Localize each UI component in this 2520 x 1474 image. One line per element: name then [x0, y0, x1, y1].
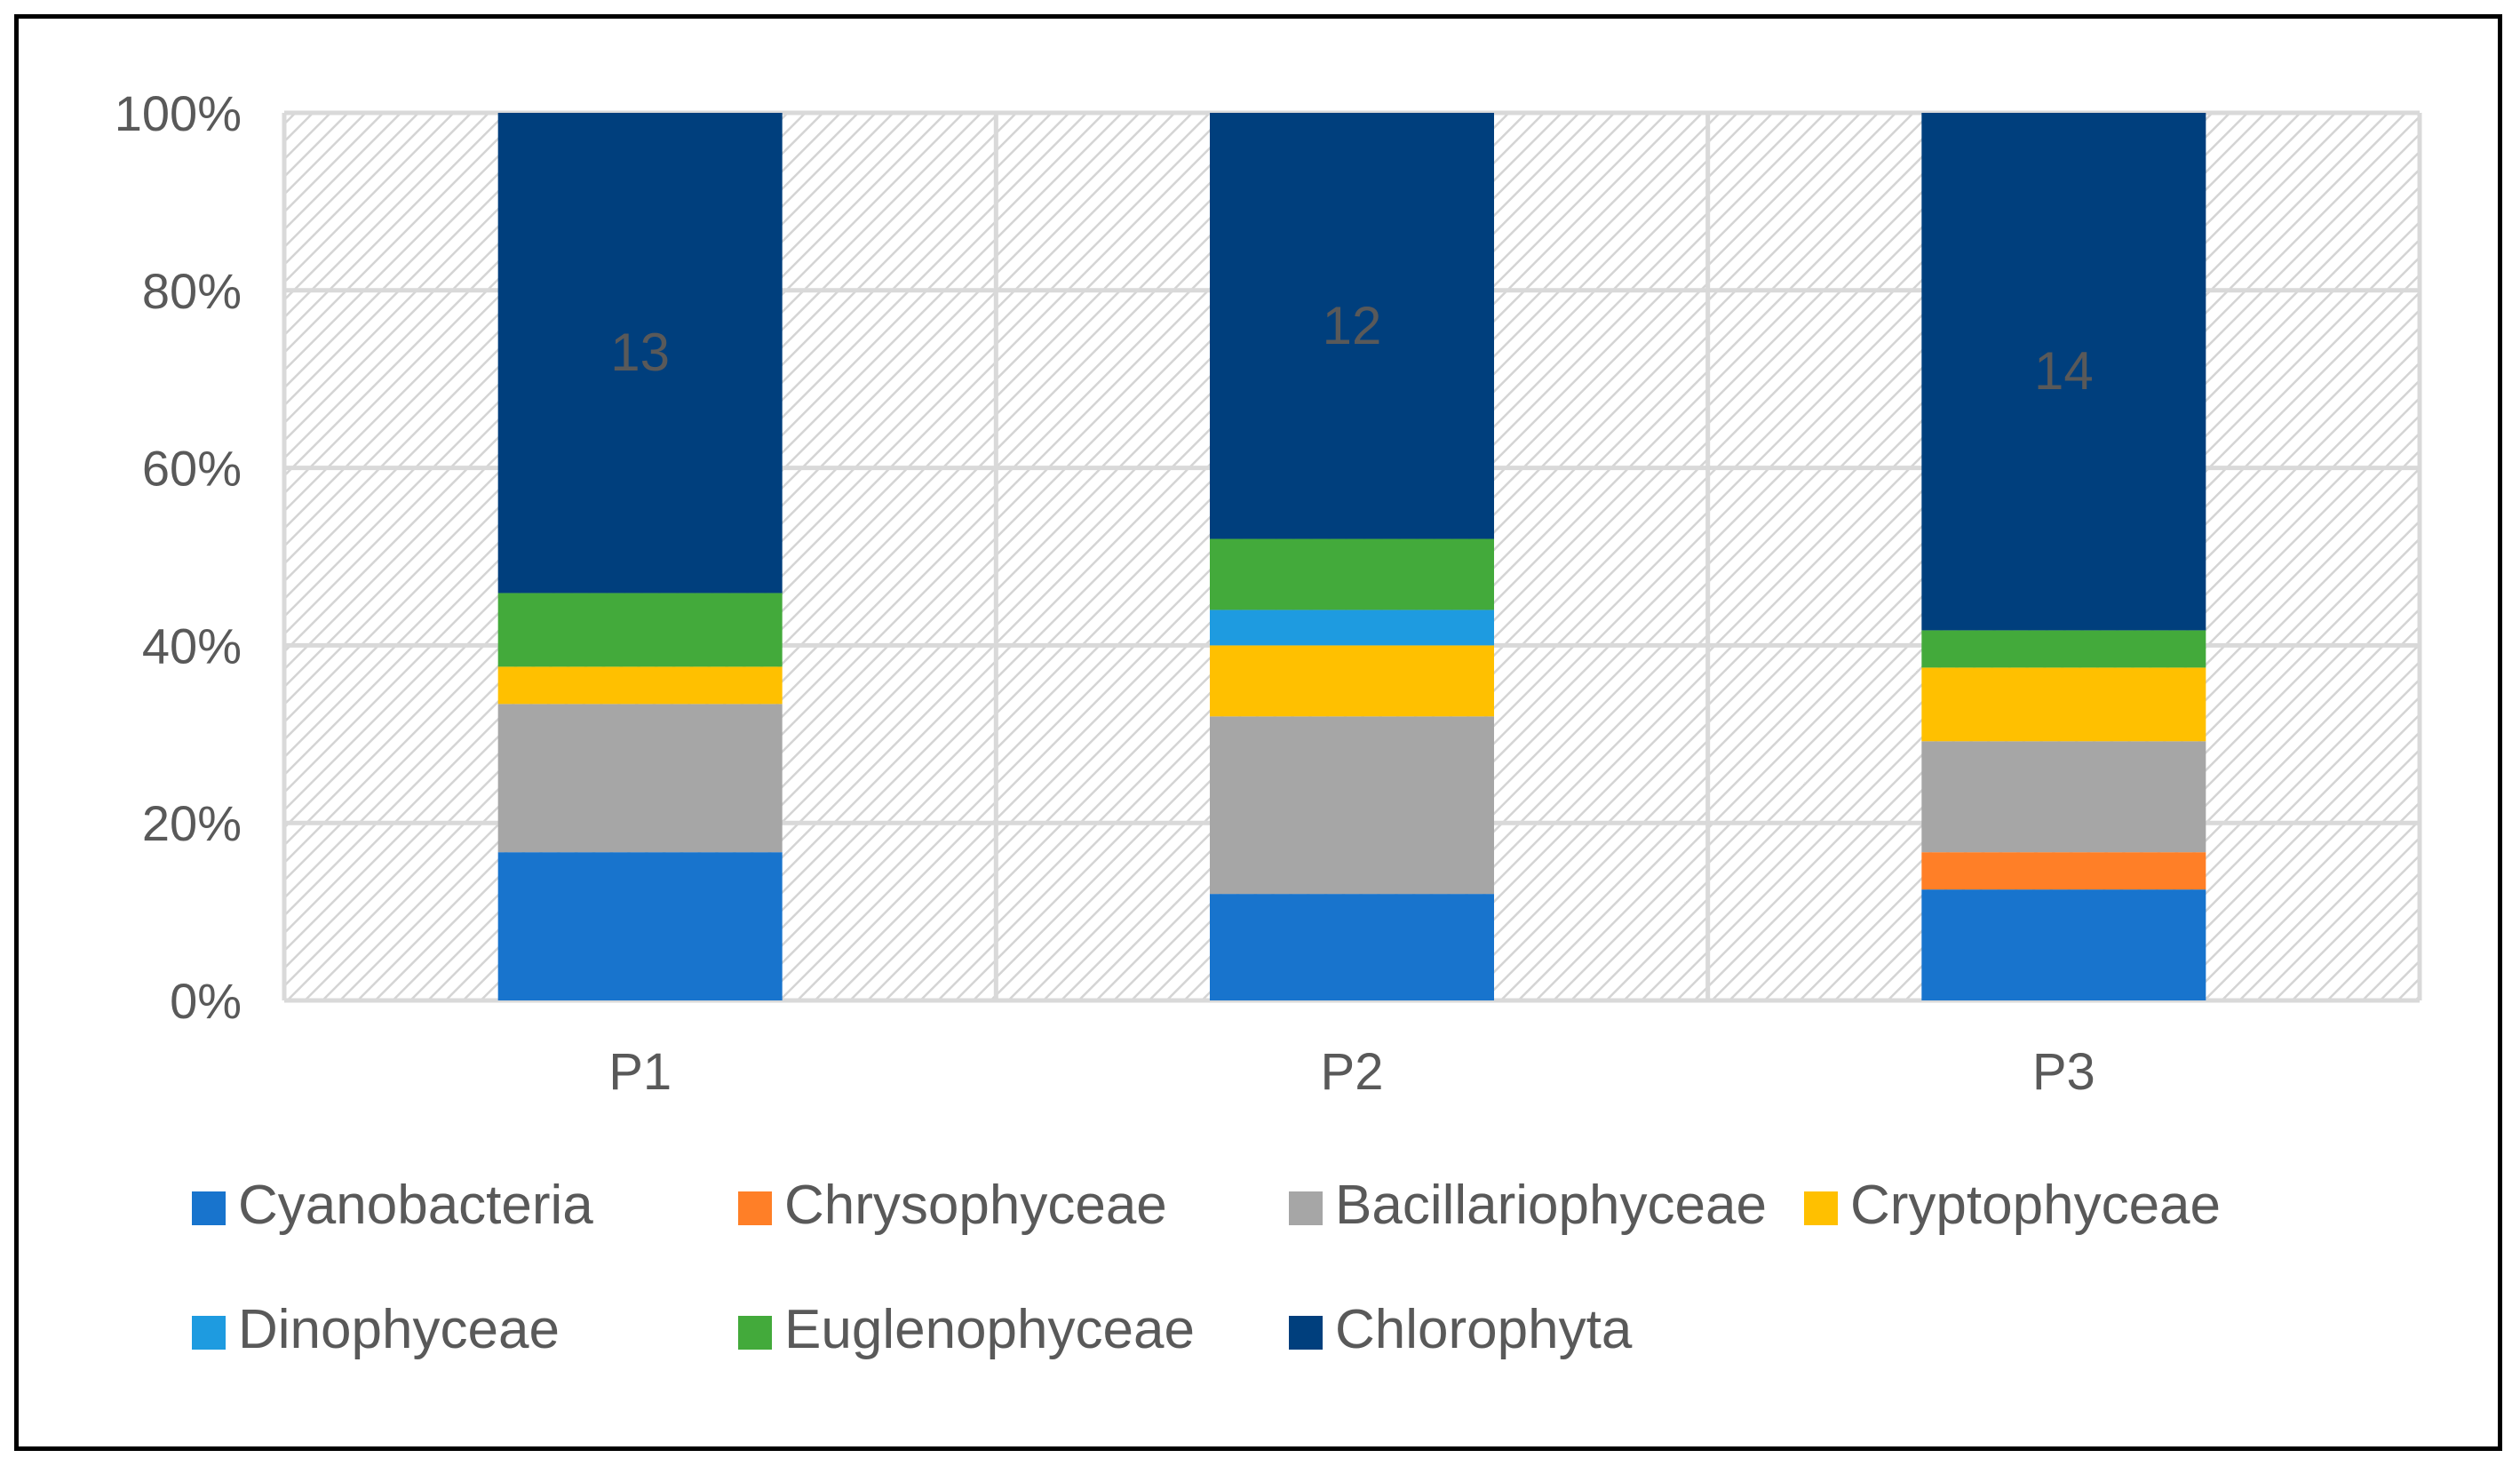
- legend-swatch: [738, 1316, 772, 1350]
- legend-label: Euglenophyceae: [784, 1299, 1195, 1360]
- bar-segment-p3-bacillariophyceae: [1921, 741, 2206, 853]
- bar-segment-p1-euglenophyceae: [497, 593, 783, 667]
- y-tick-label: 80%: [142, 263, 242, 319]
- bar-segment-p3-chlorophyta: [1921, 113, 2206, 631]
- legend-label: Chrysophyceae: [784, 1175, 1167, 1236]
- legend-label: Cryptophyceae: [1850, 1175, 2221, 1236]
- legend-label: Chlorophyta: [1335, 1299, 1633, 1360]
- legend-label: Dinophyceae: [238, 1299, 560, 1360]
- y-tick-label: 40%: [142, 617, 242, 673]
- chart-frame: 0% 20% 40% 60% 80% 100% P1 P2 P3 13 12 14 Cyanoba…: [14, 14, 2502, 1451]
- legend-label: Cyanobacteria: [238, 1175, 593, 1236]
- legend-swatch: [192, 1191, 226, 1225]
- data-label: 14: [2034, 341, 2094, 401]
- bar-segment-p3-cryptophyceae: [1921, 667, 2206, 742]
- bar-segment-p2-cryptophyceae: [1210, 645, 1494, 717]
- bar-segment-p1-chlorophyta: [497, 113, 783, 594]
- data-label: 12: [1323, 296, 1382, 355]
- y-tick-label: 0%: [170, 973, 242, 1029]
- bar-segment-p2-euglenophyceae: [1210, 538, 1494, 610]
- legend-label: Bacillariophyceae: [1335, 1175, 1767, 1236]
- legend-swatch: [1289, 1316, 1323, 1350]
- x-category-label: P3: [2032, 1043, 2095, 1101]
- bar-segment-p2-cyanobacteria: [1210, 894, 1494, 1000]
- legend-swatch: [1804, 1191, 1838, 1225]
- y-tick-label: 60%: [142, 441, 242, 497]
- legend-swatch: [738, 1191, 772, 1225]
- legend-swatch: [192, 1316, 226, 1350]
- bar-segment-p2-chlorophyta: [1210, 113, 1494, 539]
- bar-segment-p2-bacillariophyceae: [1210, 716, 1494, 895]
- y-tick-label: 100%: [115, 85, 242, 141]
- bar-segment-p3-chrysophyceae: [1921, 852, 2206, 890]
- bar-segment-p1-cryptophyceae: [497, 666, 783, 705]
- bar-segment-p3-euglenophyceae: [1921, 630, 2206, 668]
- y-tick-label: 20%: [142, 795, 242, 851]
- x-category-label: P1: [608, 1043, 672, 1101]
- data-label: 13: [610, 323, 670, 382]
- x-category-label: P2: [1321, 1043, 1384, 1101]
- bar-segment-p2-dinophyceae: [1210, 610, 1494, 646]
- bar-segment-p1-bacillariophyceae: [497, 704, 783, 853]
- bar-segment-p1-cyanobacteria: [497, 852, 783, 1000]
- stacked-bar-chart: 0% 20% 40% 60% 80% 100% P1 P2 P3 13 12 14 Cyanoba…: [115, 85, 2422, 1360]
- bar-segment-p3-cyanobacteria: [1921, 889, 2206, 1000]
- legend-swatch: [1289, 1191, 1323, 1225]
